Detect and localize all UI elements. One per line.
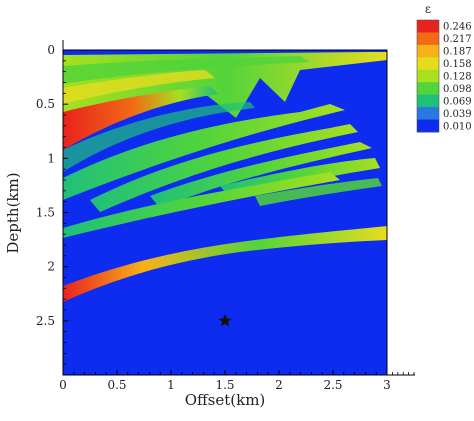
heatmap-band: [63, 70, 215, 104]
colorbar-tick-label: 0.246: [443, 22, 472, 33]
y-axis-label: Depth(km): [4, 172, 22, 253]
colorbar-tick-label: 0.098: [443, 84, 472, 95]
colorbar-swatch: [417, 69, 439, 83]
star-marker: [218, 313, 232, 327]
x-axis-label: Offset(km): [185, 391, 266, 409]
heatmap-band: [255, 178, 382, 206]
y-tick-label: 1: [47, 151, 55, 165]
y-tick-label: 2.5: [36, 314, 55, 328]
colorbar-swatch: [417, 82, 439, 96]
y-tick-label: 0: [47, 43, 55, 57]
x-tick-label: 1.5: [215, 378, 234, 392]
x-tick-label: 3: [383, 378, 391, 392]
y-tick-label: 2: [47, 260, 55, 274]
colorbar-swatch: [417, 20, 439, 33]
colorbar-tick-label: 0.069: [443, 96, 472, 107]
heatmap-band: [63, 102, 255, 172]
y-tick-label: 0.5: [36, 97, 55, 111]
heatmap-band: [63, 172, 340, 238]
x-axis-ticks: 0 0.5 1 1.5 2 2.5 3: [59, 370, 415, 392]
y-axis-ticks: 0 0.5 1 1.5 2 2.5: [36, 43, 68, 365]
heatmap-band: [63, 104, 345, 200]
colorbar-swatch: [417, 107, 439, 121]
heatmap-band: [63, 226, 387, 302]
colorbar-swatch: [417, 119, 439, 133]
source-star-marker: [218, 313, 232, 327]
colorbar-frame: [416, 19, 440, 133]
y-tick-label: 1.5: [36, 206, 55, 220]
heatmap-band: [150, 142, 372, 208]
heatmap-field: [63, 50, 387, 375]
colorbar-swatch: [417, 32, 439, 46]
colorbar-tick-label: 0.039: [443, 109, 472, 120]
x-tick-label: 2.5: [323, 378, 342, 392]
colorbar-tick-label: 0.128: [443, 72, 472, 83]
x-tick-label: 0.5: [107, 378, 126, 392]
heatmap-band: [63, 86, 218, 150]
x-tick-label: 0: [59, 378, 67, 392]
heatmap-band: [90, 124, 358, 212]
colorbar-tick-label: 0.187: [443, 47, 472, 58]
colorbar-label: ε: [425, 2, 431, 16]
colorbar-tick-label: 0.217: [443, 34, 472, 45]
colorbar-swatch: [417, 57, 439, 71]
colorbar-tick-label: 0.158: [443, 59, 472, 70]
colorbar-swatch: [417, 94, 439, 108]
x-tick-label: 1: [167, 378, 175, 392]
colorbar-swatch: [417, 44, 439, 58]
heatmap-band: [63, 56, 310, 84]
x-tick-label: 2: [275, 378, 283, 392]
colorbar-tick-label: 0.010: [443, 121, 472, 132]
